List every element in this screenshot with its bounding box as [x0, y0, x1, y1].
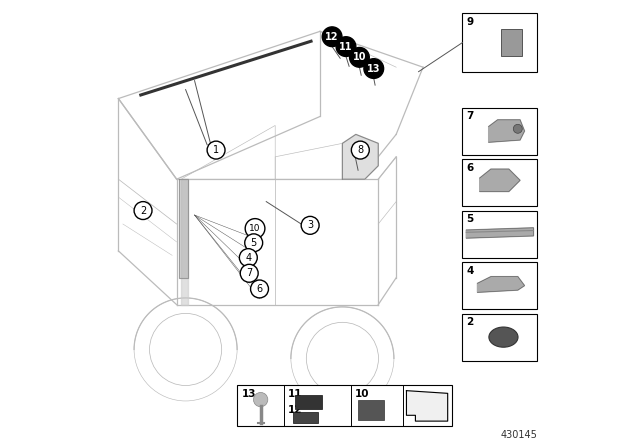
FancyBboxPatch shape: [463, 159, 538, 206]
Circle shape: [513, 124, 522, 134]
Text: 8: 8: [357, 145, 364, 155]
FancyBboxPatch shape: [296, 395, 323, 409]
Text: 4: 4: [466, 266, 474, 276]
Text: 6: 6: [257, 284, 262, 294]
Circle shape: [364, 59, 383, 78]
Circle shape: [301, 216, 319, 234]
Text: 430145: 430145: [501, 431, 538, 440]
Text: 7: 7: [466, 111, 474, 121]
Text: 10: 10: [250, 224, 260, 233]
Text: 10: 10: [353, 52, 366, 62]
Circle shape: [245, 219, 265, 238]
Text: 6: 6: [466, 163, 474, 172]
Polygon shape: [480, 169, 520, 192]
Text: 13: 13: [241, 389, 256, 399]
Text: 5: 5: [251, 238, 257, 248]
Ellipse shape: [489, 327, 518, 347]
Text: 9: 9: [466, 17, 473, 27]
Polygon shape: [477, 276, 525, 293]
Text: 7: 7: [246, 268, 252, 278]
FancyBboxPatch shape: [293, 412, 317, 423]
FancyBboxPatch shape: [463, 262, 538, 309]
Circle shape: [239, 249, 257, 267]
Text: 12: 12: [325, 32, 339, 42]
FancyBboxPatch shape: [463, 314, 538, 361]
Text: 11: 11: [339, 42, 353, 52]
Circle shape: [207, 141, 225, 159]
Circle shape: [250, 280, 269, 298]
Circle shape: [240, 264, 258, 282]
Circle shape: [336, 37, 356, 56]
Text: 1: 1: [213, 145, 219, 155]
FancyBboxPatch shape: [501, 29, 522, 56]
FancyBboxPatch shape: [463, 13, 538, 72]
Text: 3: 3: [307, 220, 313, 230]
FancyBboxPatch shape: [463, 211, 538, 258]
Polygon shape: [179, 179, 188, 278]
Text: 13: 13: [367, 64, 381, 73]
Text: 4: 4: [245, 253, 252, 263]
Polygon shape: [181, 179, 188, 305]
Circle shape: [323, 27, 342, 47]
Circle shape: [134, 202, 152, 220]
FancyBboxPatch shape: [237, 385, 452, 426]
Text: 11: 11: [288, 389, 302, 399]
FancyBboxPatch shape: [358, 400, 384, 420]
Text: 12: 12: [288, 405, 302, 414]
Polygon shape: [467, 228, 534, 238]
Polygon shape: [342, 134, 378, 179]
Text: 10: 10: [355, 389, 369, 399]
Circle shape: [351, 141, 369, 159]
Polygon shape: [406, 391, 448, 421]
Text: 5: 5: [466, 214, 474, 224]
Polygon shape: [489, 120, 525, 142]
Text: 2: 2: [140, 206, 146, 215]
Circle shape: [244, 234, 262, 252]
Circle shape: [349, 47, 369, 67]
Text: 2: 2: [466, 317, 474, 327]
FancyBboxPatch shape: [463, 108, 538, 155]
Circle shape: [253, 392, 268, 407]
